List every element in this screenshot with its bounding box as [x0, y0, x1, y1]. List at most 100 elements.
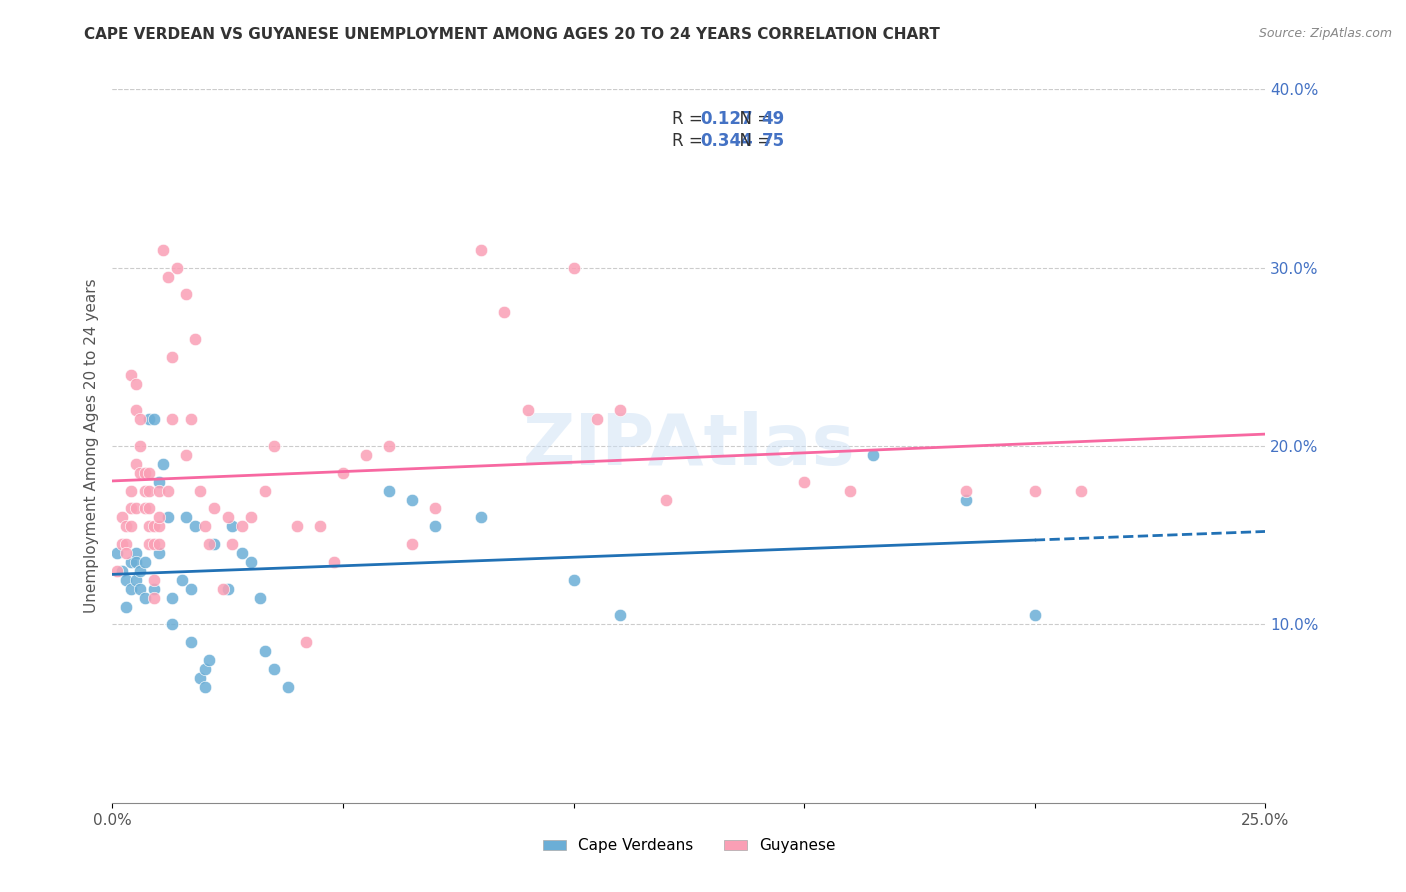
Point — [124, 546, 146, 560]
Y-axis label: Unemployment Among Ages 20 to 24 years: Unemployment Among Ages 20 to 24 years — [83, 278, 98, 614]
Point — [401, 537, 423, 551]
Point — [263, 662, 285, 676]
Point — [249, 591, 271, 605]
Point — [124, 573, 146, 587]
Point — [562, 573, 585, 587]
Point — [170, 573, 193, 587]
Point — [148, 537, 170, 551]
Point — [134, 483, 156, 498]
Point — [378, 439, 401, 453]
Point — [138, 537, 160, 551]
Point — [188, 671, 211, 685]
Point — [285, 519, 308, 533]
Point — [120, 555, 142, 569]
Point — [1070, 483, 1092, 498]
Point — [120, 368, 142, 382]
Point — [115, 537, 138, 551]
Point — [134, 555, 156, 569]
Point — [202, 501, 225, 516]
Point — [143, 582, 166, 596]
Point — [138, 519, 160, 533]
Point — [188, 483, 211, 498]
Point — [148, 510, 170, 524]
Point — [231, 519, 253, 533]
Point — [129, 412, 152, 426]
Point — [162, 617, 184, 632]
Point — [862, 448, 884, 462]
Point — [156, 510, 179, 524]
Point — [194, 519, 217, 533]
Point — [217, 582, 239, 596]
Text: 0.127: 0.127 — [700, 111, 754, 128]
Point — [120, 582, 142, 596]
Point — [134, 466, 156, 480]
Point — [277, 680, 299, 694]
Point — [124, 457, 146, 471]
Point — [263, 439, 285, 453]
Text: R =: R = — [672, 132, 707, 150]
Point — [156, 269, 179, 284]
Point — [143, 537, 166, 551]
Point — [1024, 608, 1046, 623]
Point — [194, 662, 217, 676]
Point — [143, 591, 166, 605]
Point — [174, 510, 197, 524]
Point — [120, 501, 142, 516]
Point — [174, 448, 197, 462]
Point — [124, 555, 146, 569]
Point — [562, 260, 585, 275]
Point — [138, 412, 160, 426]
Point — [180, 582, 202, 596]
Point — [231, 546, 253, 560]
Point — [239, 555, 262, 569]
Point — [609, 403, 631, 417]
Point — [609, 608, 631, 623]
Point — [115, 546, 138, 560]
Text: 49: 49 — [762, 111, 785, 128]
Point — [143, 412, 166, 426]
Point — [322, 555, 344, 569]
Point — [129, 564, 152, 578]
Point — [148, 483, 170, 498]
Point — [162, 350, 184, 364]
Point — [184, 519, 207, 533]
Text: CAPE VERDEAN VS GUYANESE UNEMPLOYMENT AMONG AGES 20 TO 24 YEARS CORRELATION CHAR: CAPE VERDEAN VS GUYANESE UNEMPLOYMENT AM… — [84, 27, 941, 42]
Point — [111, 564, 134, 578]
Point — [425, 519, 447, 533]
Point — [470, 243, 492, 257]
Point — [124, 376, 146, 391]
Point — [105, 546, 128, 560]
Point — [152, 457, 174, 471]
Point — [111, 510, 134, 524]
Point — [166, 260, 188, 275]
Point — [129, 439, 152, 453]
Point — [655, 492, 678, 507]
Point — [494, 305, 516, 319]
Point — [134, 501, 156, 516]
Point — [184, 332, 207, 346]
Point — [378, 483, 401, 498]
Point — [138, 483, 160, 498]
Point — [239, 510, 262, 524]
Point — [354, 448, 377, 462]
Point — [585, 412, 607, 426]
Point — [202, 537, 225, 551]
Point — [180, 412, 202, 426]
Point — [162, 591, 184, 605]
Point — [955, 483, 977, 498]
Point — [793, 475, 815, 489]
Point — [198, 537, 221, 551]
Point — [162, 412, 184, 426]
Point — [425, 501, 447, 516]
Point — [134, 591, 156, 605]
Point — [129, 582, 152, 596]
Text: N =: N = — [730, 132, 776, 150]
Point — [115, 599, 138, 614]
Point — [148, 546, 170, 560]
Point — [143, 573, 166, 587]
Text: Source: ZipAtlas.com: Source: ZipAtlas.com — [1258, 27, 1392, 40]
Point — [124, 501, 146, 516]
Point — [212, 582, 235, 596]
Point — [120, 519, 142, 533]
Text: N =: N = — [730, 111, 776, 128]
